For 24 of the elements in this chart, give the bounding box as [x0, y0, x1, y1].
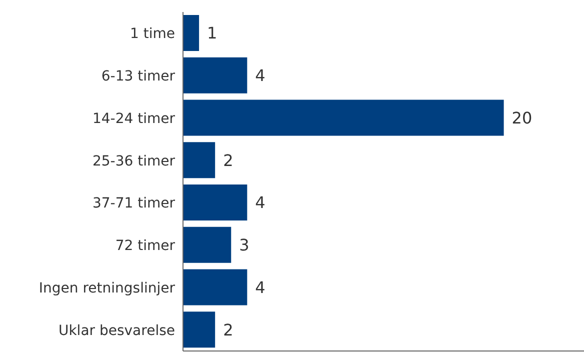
data-label: 2 [223, 320, 234, 340]
data-label: 3 [239, 236, 250, 255]
y-tick-label: 14-24 timer [92, 110, 176, 127]
y-tick-label: 25-36 timer [92, 153, 176, 170]
bar [183, 269, 248, 306]
y-tick-label: Ingen retningslinjer [38, 280, 176, 296]
y-tick-label: Uklar besvarelse [58, 322, 175, 339]
bar [183, 226, 232, 263]
data-label: 1 [207, 24, 218, 43]
data-label: 20 [512, 108, 532, 128]
bar [183, 142, 216, 178]
bar [183, 15, 200, 51]
y-tick-label: 1 time [130, 26, 175, 42]
bar [183, 184, 248, 220]
y-tick-label: 72 timer [115, 238, 176, 254]
y-tick-label: 6-13 timer [101, 68, 176, 85]
data-label: 2 [223, 150, 234, 170]
data-label: 4 [255, 278, 266, 297]
bar [183, 312, 216, 348]
bar [183, 57, 248, 94]
bar [183, 100, 504, 136]
data-label: 4 [255, 66, 266, 86]
data-label: 4 [255, 193, 266, 212]
y-tick-label: 37-71 timer [92, 196, 176, 212]
